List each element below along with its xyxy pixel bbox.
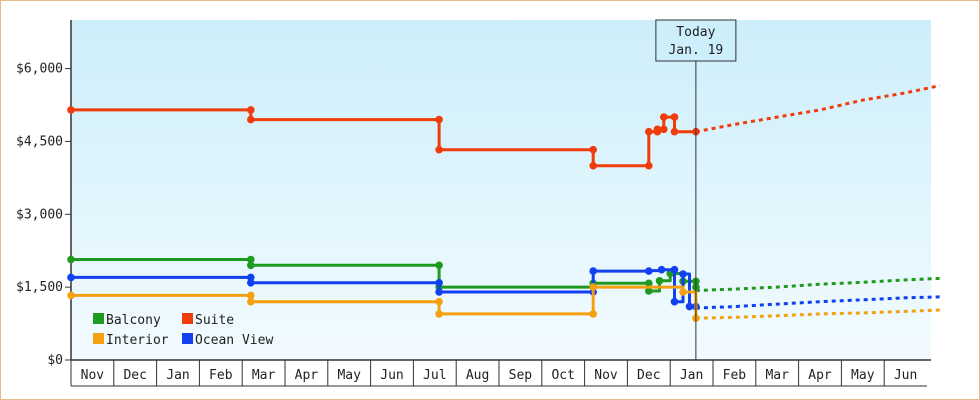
data-point — [247, 279, 255, 287]
data-point — [645, 287, 653, 295]
data-point — [653, 125, 662, 134]
plot-area — [71, 20, 931, 360]
data-point — [435, 261, 443, 270]
x-tick-label: Mar — [765, 368, 789, 383]
data-point — [670, 113, 679, 121]
today-date: Jan. 19 — [668, 43, 723, 58]
y-tick-label: $6,000 — [16, 62, 63, 77]
legend-label: Interior — [106, 333, 169, 348]
x-tick-label: Feb — [723, 368, 747, 383]
x-tick-label: Dec — [123, 368, 146, 383]
data-point — [247, 106, 255, 114]
data-point — [589, 161, 597, 170]
data-point — [645, 279, 653, 288]
data-point — [247, 255, 255, 264]
data-point — [660, 125, 668, 134]
data-point — [645, 127, 653, 136]
y-axis: $0 $1,500 $3,000 $4,500 $6,000 — [16, 20, 72, 368]
data-point — [670, 297, 679, 306]
data-point — [247, 261, 255, 270]
x-tick-label: Jan — [166, 368, 189, 383]
x-tick-label: Jun — [894, 368, 917, 383]
data-point — [589, 283, 597, 291]
data-point — [660, 113, 668, 121]
x-tick-label: Aug — [466, 368, 489, 383]
legend-item-ocean-view: Ocean View — [182, 333, 273, 348]
x-tick-label: Jun — [380, 368, 403, 383]
legend-item-balcony: Balcony — [93, 313, 161, 328]
today-callout-box — [655, 19, 737, 62]
data-point — [589, 145, 597, 154]
y-tick-label: $3,000 — [16, 207, 63, 222]
x-axis: Nov Dec Jan Feb Mar Apr May Jun Jul Aug Sep Oct Nov D… — [70, 359, 931, 387]
x-tick-label: Jul — [423, 368, 446, 383]
x-tick-label: Sep — [509, 368, 533, 383]
data-point — [435, 288, 443, 296]
x-tick-label: Jan — [680, 368, 703, 383]
data-point — [589, 310, 597, 318]
x-tick-label: Mar — [252, 368, 276, 383]
data-point — [655, 277, 664, 285]
data-point — [670, 265, 679, 274]
data-point — [645, 161, 653, 170]
x-tick-label: Nov — [594, 368, 618, 383]
legend-swatch — [93, 313, 104, 324]
forecast-line — [695, 308, 940, 320]
series-suite — [67, 84, 941, 170]
data-point — [435, 279, 443, 287]
x-tick-label: May — [851, 368, 875, 383]
legend-label: Ocean View — [195, 333, 273, 348]
y-tick-label: $1,500 — [16, 280, 63, 295]
legend-label: Balcony — [106, 313, 161, 328]
x-tick-label: Oct — [551, 368, 574, 383]
data-point — [645, 267, 653, 275]
data-point — [685, 302, 694, 311]
x-tick-label: May — [337, 368, 361, 383]
data-point — [247, 291, 255, 300]
data-point — [67, 106, 75, 114]
data-point — [435, 310, 443, 318]
data-point — [657, 265, 666, 274]
data-point — [435, 145, 443, 154]
data-point — [679, 288, 687, 296]
x-tick-label: Apr — [808, 368, 832, 383]
forecast-line — [695, 295, 940, 310]
data-point — [247, 273, 255, 282]
data-point — [247, 115, 255, 124]
series-interior — [67, 283, 940, 323]
data-point — [589, 267, 597, 275]
forecast-line — [695, 276, 940, 292]
y-tick-label: $4,500 — [16, 134, 63, 149]
series-ocean-view — [67, 265, 940, 311]
x-tick-label: Nov — [81, 368, 105, 383]
series-layer — [67, 84, 941, 323]
today-label: Today — [676, 25, 715, 40]
x-tick-label: Feb — [209, 368, 233, 383]
series-line — [71, 108, 696, 168]
legend-item-interior: Interior — [93, 333, 169, 348]
legend-swatch — [182, 313, 193, 324]
data-point — [247, 297, 255, 306]
data-point — [670, 127, 679, 136]
legend-label: Suite — [195, 313, 234, 328]
legend: Balcony Suite Interior Ocean View — [93, 313, 273, 348]
data-point — [435, 297, 443, 306]
data-point — [679, 270, 687, 278]
today-marker: Today Jan. 19 — [655, 19, 737, 360]
legend-item-suite: Suite — [182, 313, 234, 328]
data-point — [67, 291, 75, 300]
data-point — [67, 255, 75, 264]
data-point — [67, 273, 75, 282]
legend-swatch — [182, 333, 193, 344]
x-tick-label: Apr — [295, 368, 319, 383]
data-point — [435, 115, 443, 124]
x-tick-label: Dec — [637, 368, 660, 383]
y-tick-label: $0 — [47, 353, 63, 368]
legend-swatch — [93, 333, 104, 344]
